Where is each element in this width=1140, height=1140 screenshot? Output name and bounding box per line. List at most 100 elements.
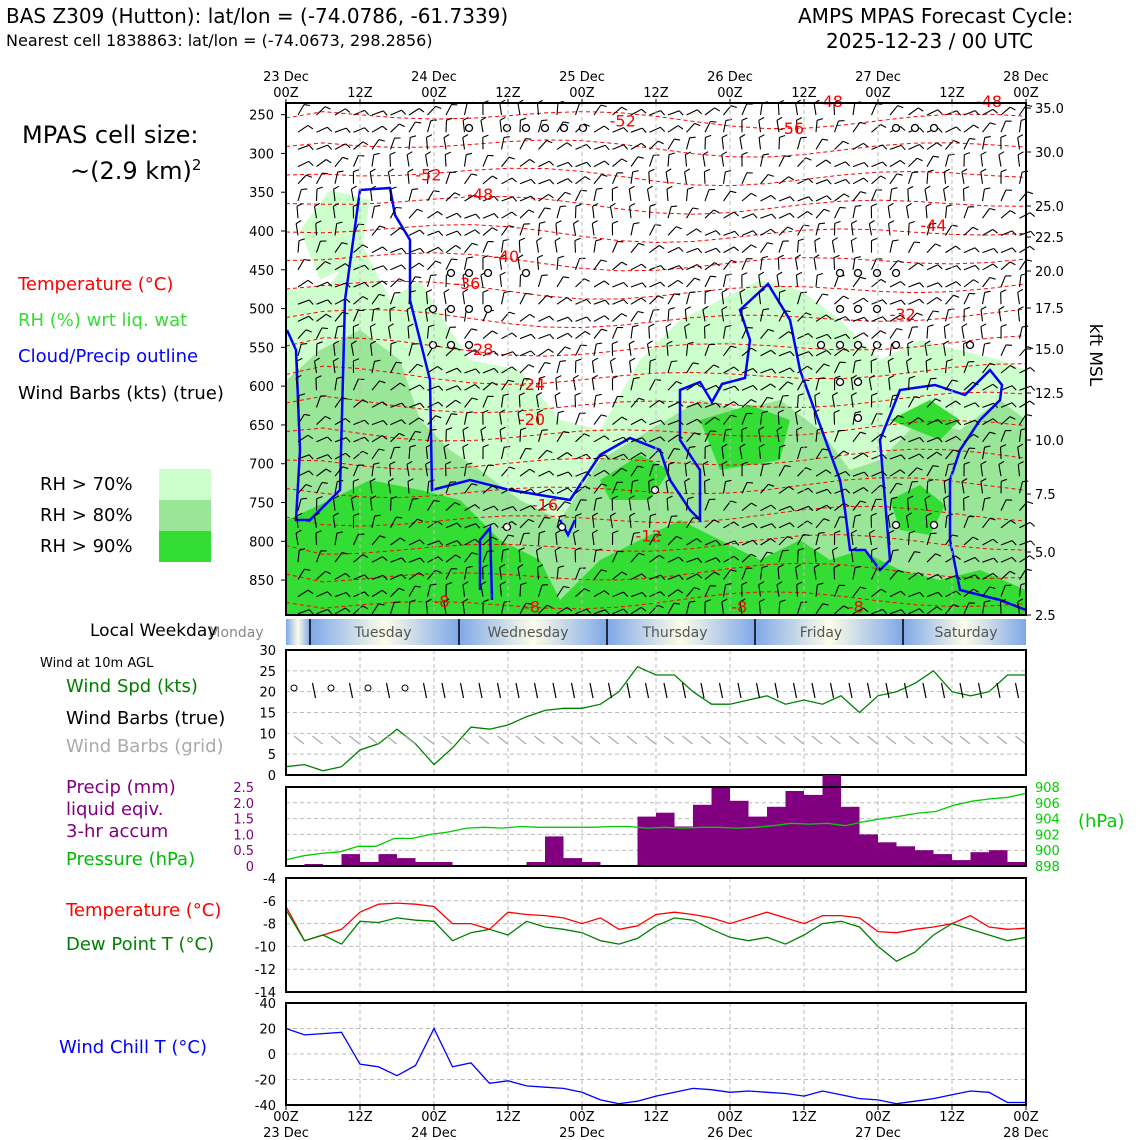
wind-barb-flag xyxy=(410,135,417,139)
wind-barb xyxy=(482,330,493,340)
wind-barb xyxy=(797,333,809,340)
temperature-contour-label: -8 xyxy=(731,598,747,617)
wind-barb-flag xyxy=(808,351,814,357)
wind-barb xyxy=(352,224,359,236)
wind-barb xyxy=(852,607,864,615)
wind-barb-true xyxy=(996,682,1001,699)
wind-barb xyxy=(649,574,661,580)
wind-barb xyxy=(425,154,429,167)
wind-barb-flag xyxy=(307,124,314,130)
wind-barb-flag xyxy=(544,516,551,519)
temperature-contour xyxy=(285,280,1027,300)
wind-barb xyxy=(684,309,688,322)
wind-barb xyxy=(982,431,991,443)
wind-barb xyxy=(871,588,882,598)
wind-barb xyxy=(982,383,994,391)
wind-barb-flag xyxy=(511,366,517,371)
rh70-label: RH > 70% xyxy=(40,474,133,495)
wind-barb-flag xyxy=(678,401,684,407)
wind-barb xyxy=(794,567,799,580)
wind-barb-flag xyxy=(956,110,962,116)
wind-barb-flag xyxy=(689,446,696,448)
wind-barb xyxy=(630,591,643,598)
wind-barb-flag xyxy=(388,168,394,173)
wind-barb-flag xyxy=(595,393,602,397)
wind-barb-flag xyxy=(345,282,351,288)
wind-barb-flag xyxy=(586,316,592,322)
wind-barb-flag xyxy=(378,139,385,142)
wind-barb xyxy=(297,279,309,288)
wind-barb xyxy=(389,292,395,305)
wind-barb-flag xyxy=(474,538,480,544)
wind-barb xyxy=(390,207,397,219)
wind-barb xyxy=(535,395,540,408)
wind-barb xyxy=(630,418,642,426)
wind-barb xyxy=(353,399,364,408)
wind-barb-flag xyxy=(956,420,962,426)
wind-barb-flag xyxy=(601,173,608,177)
wind-barb-flag xyxy=(437,211,443,216)
wind-barb-flag xyxy=(327,281,333,287)
wind-barb xyxy=(517,412,521,425)
wind-barb xyxy=(556,412,559,425)
wind-barb-flag xyxy=(333,512,339,517)
ws-ytick: 30 xyxy=(259,644,276,659)
wind-barb-flag xyxy=(851,392,857,396)
wind-barb-flag xyxy=(628,340,635,345)
top-time-label: 12Z xyxy=(939,86,965,101)
wind-barb xyxy=(945,245,956,254)
wind-barb xyxy=(593,590,605,598)
wind-barb xyxy=(500,550,504,563)
wind-barb xyxy=(667,361,672,374)
wind-barb-flag xyxy=(364,110,370,116)
wind-barb xyxy=(1017,309,1021,322)
wind-barb xyxy=(350,343,355,356)
wind-barb-flag xyxy=(474,194,480,199)
wind-barb xyxy=(575,143,587,150)
wind-barb xyxy=(982,572,994,580)
wind-barb xyxy=(926,142,938,150)
calm-circle xyxy=(464,123,474,133)
wind-barb-flag xyxy=(546,604,553,609)
bottom-date-label: 23 Dec xyxy=(263,1126,309,1140)
wind-barb xyxy=(850,223,854,236)
wind-barb xyxy=(482,213,495,219)
precip-bar xyxy=(582,862,601,866)
wind-barb xyxy=(778,550,784,563)
wind-barb-flag xyxy=(584,588,591,592)
cross-section-panel: -56-52-52-48-48-48-44-40-36-32-28-24-20-… xyxy=(159,70,1105,624)
wind-barb xyxy=(462,429,466,442)
wind-barb-flag xyxy=(462,581,469,586)
wind-barb xyxy=(648,155,654,167)
wind-barb-grid xyxy=(885,735,897,745)
wind-barb xyxy=(518,395,521,408)
wind-barb xyxy=(316,570,326,580)
wind-barb-flag xyxy=(668,152,675,156)
wind-barb-flag xyxy=(758,581,765,586)
precip-label-2: liquid eqiv. xyxy=(66,799,164,820)
wind-barb-flag xyxy=(817,582,824,586)
wind-barb xyxy=(794,412,799,425)
wind-barb-flag xyxy=(891,496,898,500)
wind-barb xyxy=(575,453,587,460)
wind-barb-flag xyxy=(955,245,961,251)
wind-barb xyxy=(519,505,532,512)
wind-barb xyxy=(353,591,365,598)
wind-barb xyxy=(852,431,861,443)
wind-barb-flag xyxy=(548,470,555,476)
wind-barb-flag xyxy=(984,600,991,603)
wind-barb-flag xyxy=(536,237,542,242)
wind-barb-flag xyxy=(953,139,960,144)
wind-barb-flag xyxy=(692,517,700,520)
wind-barb-flag xyxy=(641,282,647,288)
wind-barb xyxy=(612,416,623,426)
wind-barb-flag xyxy=(595,548,603,551)
wind-barb-flag xyxy=(640,452,647,457)
wind-barb-flag xyxy=(808,196,814,202)
wind-barb xyxy=(852,276,861,288)
wind-barb xyxy=(445,212,458,219)
wind-barb-flag xyxy=(833,254,840,259)
wind-barb-flag xyxy=(687,496,694,500)
wind-barb-flag xyxy=(623,299,629,305)
